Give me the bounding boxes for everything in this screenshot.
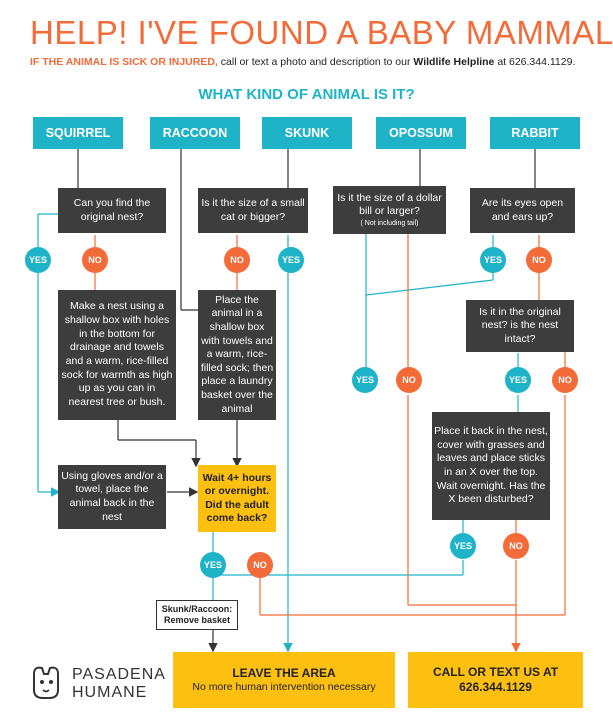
animal-skunk: SKUNK bbox=[262, 117, 352, 149]
cat-size-box: Is it the size of a small cat or bigger? bbox=[198, 188, 308, 233]
no-badge: NO bbox=[396, 367, 422, 393]
dollar-size-box: Is it the size of a dollar bill or large… bbox=[333, 186, 446, 234]
no-badge: NO bbox=[82, 247, 108, 273]
no-badge: NO bbox=[526, 247, 552, 273]
humane-logo-icon bbox=[33, 666, 59, 699]
yes-badge: YES bbox=[505, 367, 531, 393]
place-back-box: Place it back in the nest, cover with gr… bbox=[432, 412, 550, 520]
subtitle-end: at 626.344.1129. bbox=[494, 56, 576, 68]
logo-line-2: HUMANE bbox=[72, 684, 148, 702]
call-box: CALL OR TEXT US AT 626.344.1129 bbox=[408, 652, 583, 708]
subtitle-lead: IF THE ANIMAL IS SICK OR INJURED, bbox=[30, 56, 218, 68]
eyes-open-box: Are its eyes open and ears up? bbox=[470, 188, 575, 233]
page-title: HELP! I'VE FOUND A BABY MAMMAL bbox=[30, 14, 613, 51]
find-nest-box: Can you find the original nest? bbox=[58, 188, 166, 233]
yes-badge: YES bbox=[450, 533, 476, 559]
animal-question: WHAT KIND OF ANIMAL IS IT? bbox=[198, 86, 415, 103]
leave-area-box: LEAVE THE AREA No more human intervention… bbox=[173, 652, 395, 708]
no-badge: NO bbox=[224, 247, 250, 273]
subtitle: IF THE ANIMAL IS SICK OR INJURED, call o… bbox=[30, 56, 575, 68]
subtitle-helpline: Wildlife Helpline bbox=[413, 56, 495, 68]
leave-area-sub: No more human intervention necessary bbox=[192, 680, 376, 693]
yes-badge: YES bbox=[25, 247, 51, 273]
animal-rabbit: RABBIT bbox=[490, 117, 580, 149]
subtitle-mid: call or text a photo and description to … bbox=[217, 56, 414, 68]
make-nest-box: Make a nest using a shallow box with hol… bbox=[58, 290, 176, 420]
no-badge: NO bbox=[552, 367, 578, 393]
animal-raccoon: RACCOON bbox=[150, 117, 240, 149]
yes-badge: YES bbox=[352, 367, 378, 393]
call-number: 626.344.1129 bbox=[459, 680, 532, 694]
animal-squirrel: SQUIRREL bbox=[33, 117, 123, 149]
humane-logo-text: PASADENA HUMANE bbox=[72, 666, 166, 703]
gloves-box: Using gloves and/or a towel, place the a… bbox=[58, 465, 166, 529]
wait-box: Wait 4+ hours or overnight. Did the adul… bbox=[198, 465, 276, 532]
dollar-size-note: ( Not including tail) bbox=[360, 220, 419, 228]
yes-badge: YES bbox=[200, 552, 226, 578]
animal-opossum: OPOSSUM bbox=[376, 117, 466, 149]
no-badge: NO bbox=[503, 533, 529, 559]
call-title: CALL OR TEXT US AT bbox=[432, 665, 559, 679]
yes-badge: YES bbox=[480, 247, 506, 273]
leave-area-title: LEAVE THE AREA bbox=[232, 665, 336, 680]
nest-intact-box: Is it in the original nest? is the nest … bbox=[466, 300, 574, 352]
no-badge: NO bbox=[247, 552, 273, 578]
dollar-size-text: Is it the size of a dollar bill or large… bbox=[337, 191, 442, 218]
remove-basket-box: Skunk/Raccoon: Remove basket bbox=[156, 600, 238, 630]
logo-line-1: PASADENA bbox=[72, 666, 166, 683]
place-box-box: Place the animal in a shallow box with t… bbox=[198, 290, 276, 420]
yes-badge: YES bbox=[278, 247, 304, 273]
